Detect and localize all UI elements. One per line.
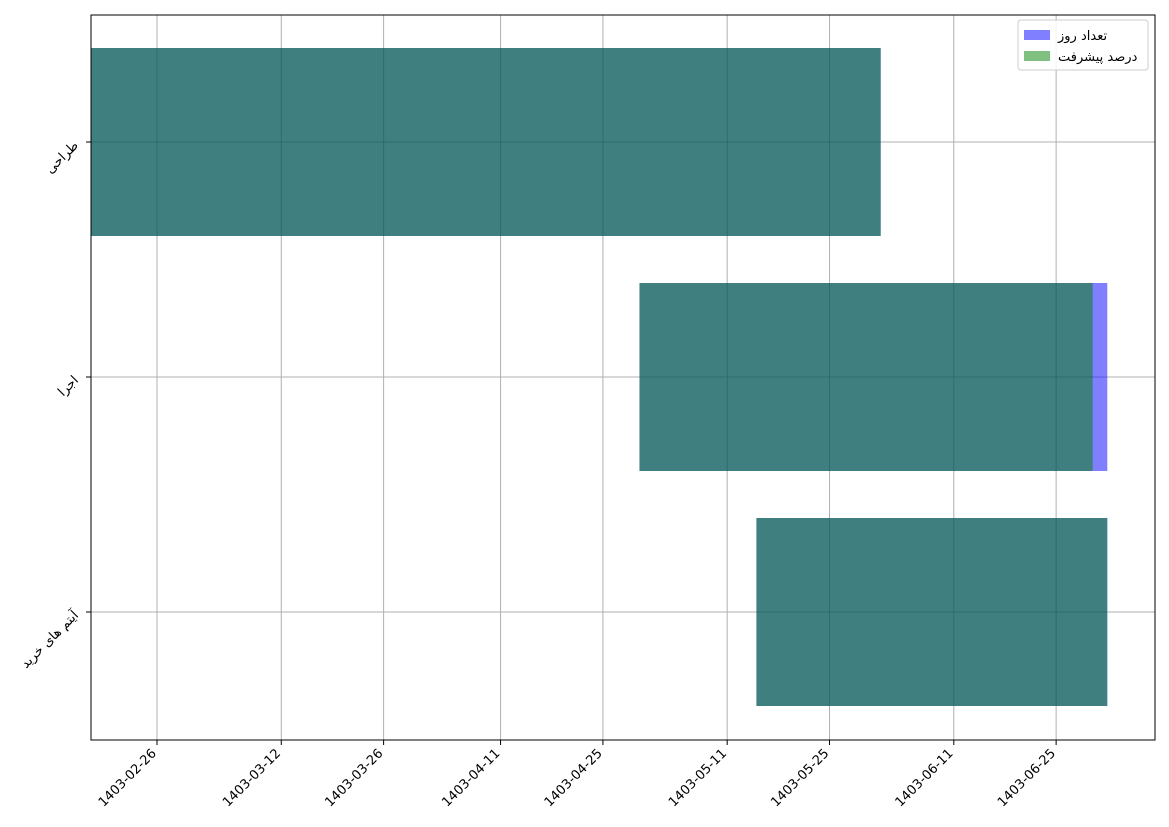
legend-label: درصد پیشرفت: [1058, 50, 1138, 65]
legend-label: تعداد روز: [1057, 29, 1107, 44]
legend-swatch: [1024, 51, 1050, 61]
legend-swatch: [1024, 30, 1050, 40]
bars: [91, 48, 1108, 706]
gantt-bar: [756, 518, 1108, 706]
legend: تعداد روز درصد پیشرفت: [1017, 19, 1149, 71]
gantt-bar: [639, 283, 1093, 471]
gantt-bar: [91, 48, 881, 236]
legend-box: [1017, 19, 1149, 71]
